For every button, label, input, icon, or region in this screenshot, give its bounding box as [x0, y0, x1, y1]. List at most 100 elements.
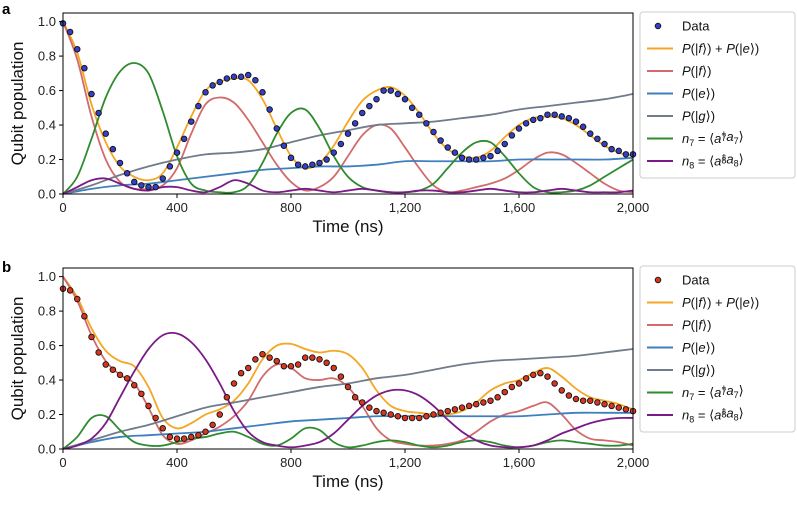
- data-point: [109, 145, 117, 153]
- data-point: [145, 183, 152, 191]
- data-point: [123, 375, 131, 382]
- data-point: [522, 375, 530, 382]
- data-point: [316, 356, 323, 363]
- data-point: [487, 397, 494, 404]
- data-point: [337, 373, 345, 380]
- data-point: [558, 113, 566, 120]
- data-point: [187, 433, 195, 441]
- series-line-5: [63, 331, 633, 449]
- legend-label: n7 = ⟨a†7a7⟩: [682, 129, 744, 148]
- data-point: [579, 123, 587, 131]
- data-point: [202, 428, 209, 436]
- y-axis-label: Qubit population: [8, 297, 27, 421]
- data-point: [152, 414, 159, 422]
- data-point: [252, 76, 259, 84]
- x-tick-label: 0: [59, 455, 66, 470]
- series-lines: [63, 275, 633, 449]
- data-point: [102, 130, 109, 137]
- legend-label: n8 = ⟨a†8a8⟩: [682, 406, 744, 425]
- legend-data-marker: [654, 22, 662, 30]
- data-point: [565, 392, 573, 399]
- data-point: [615, 404, 623, 411]
- data-point: [209, 421, 216, 429]
- data-point: [373, 95, 380, 103]
- data-point: [608, 402, 615, 410]
- data-point: [216, 78, 223, 86]
- panel-b-letter: b: [2, 259, 11, 276]
- data-point: [587, 397, 594, 404]
- data-point: [594, 399, 601, 406]
- series-lines: [63, 20, 633, 194]
- data-point: [280, 142, 288, 149]
- data-point: [359, 399, 366, 406]
- legend-label: n8 = ⟨a†8a8⟩: [682, 152, 744, 171]
- x-tick-label: 0: [59, 200, 66, 215]
- y-tick-label: 1.0: [38, 14, 56, 29]
- data-point: [408, 414, 416, 422]
- data-point: [81, 64, 88, 72]
- x-tick-label: 1,200: [389, 200, 422, 215]
- legend-label: P(|f⟩): [682, 64, 711, 79]
- data-point: [465, 402, 473, 410]
- data-point: [73, 45, 81, 53]
- data-point: [88, 90, 95, 98]
- data-point: [444, 144, 452, 151]
- data-point: [366, 102, 373, 110]
- data-point: [309, 354, 316, 361]
- y-tick-label: 0.0: [38, 442, 56, 457]
- data-point: [558, 387, 566, 394]
- data-point: [444, 407, 452, 415]
- legend-box: [639, 265, 796, 433]
- data-point: [159, 175, 166, 182]
- legend-label-data: Data: [682, 273, 710, 288]
- data-point: [351, 120, 359, 127]
- y-tick-label: 0.2: [38, 152, 56, 167]
- data-point: [266, 354, 273, 361]
- data-point: [359, 109, 366, 117]
- y-tick-label: 0.4: [38, 118, 56, 133]
- data-point: [437, 409, 444, 417]
- legend-label-data: Data: [682, 19, 710, 34]
- data-point: [252, 356, 259, 363]
- data-point: [601, 140, 608, 148]
- data-point: [522, 120, 530, 127]
- y-tick-label: 0.8: [38, 49, 56, 64]
- data-point: [330, 149, 338, 156]
- data-point: [423, 120, 430, 127]
- data-point: [501, 388, 509, 396]
- panel-a: a 0 400 800 1,200 1,600 2,000 0.0 0.2 0.4 0.6 0.8 1…: [2, 1, 796, 236]
- data-point: [515, 125, 523, 132]
- data-point: [437, 137, 444, 144]
- legend-data-marker: [654, 276, 662, 284]
- data-point: [244, 364, 252, 372]
- data-point: [416, 414, 423, 422]
- x-tick-label: 400: [166, 200, 188, 215]
- data-point: [387, 87, 395, 94]
- y-tick-label: 0.4: [38, 373, 56, 388]
- data-point: [230, 73, 238, 81]
- data-point: [309, 161, 316, 168]
- data-point: [579, 397, 587, 404]
- data-point: [237, 73, 245, 81]
- data-point: [458, 404, 466, 411]
- data-point: [287, 154, 295, 162]
- x-tick-label: 2,000: [617, 200, 650, 215]
- panel-a-letter: a: [2, 1, 11, 18]
- data-points: [59, 285, 637, 442]
- legend-label: P(|g⟩): [682, 109, 715, 124]
- data-point: [159, 425, 166, 432]
- data-point: [451, 149, 459, 156]
- data-point: [380, 409, 387, 417]
- panel-b: b 0 400 800 1,200 1,600 2,000 0.0 0.2 0.4 0.6 0.8 1…: [2, 259, 796, 491]
- data-point: [109, 366, 117, 373]
- data-point: [116, 371, 124, 379]
- data-points: [59, 20, 637, 191]
- data-point: [344, 383, 352, 391]
- data-point: [266, 106, 273, 113]
- x-tick-label: 2,000: [617, 455, 650, 470]
- data-point: [508, 383, 516, 391]
- data-point: [423, 413, 430, 420]
- series-line-3: [63, 93, 633, 194]
- data-point: [302, 163, 309, 170]
- data-point: [530, 371, 537, 379]
